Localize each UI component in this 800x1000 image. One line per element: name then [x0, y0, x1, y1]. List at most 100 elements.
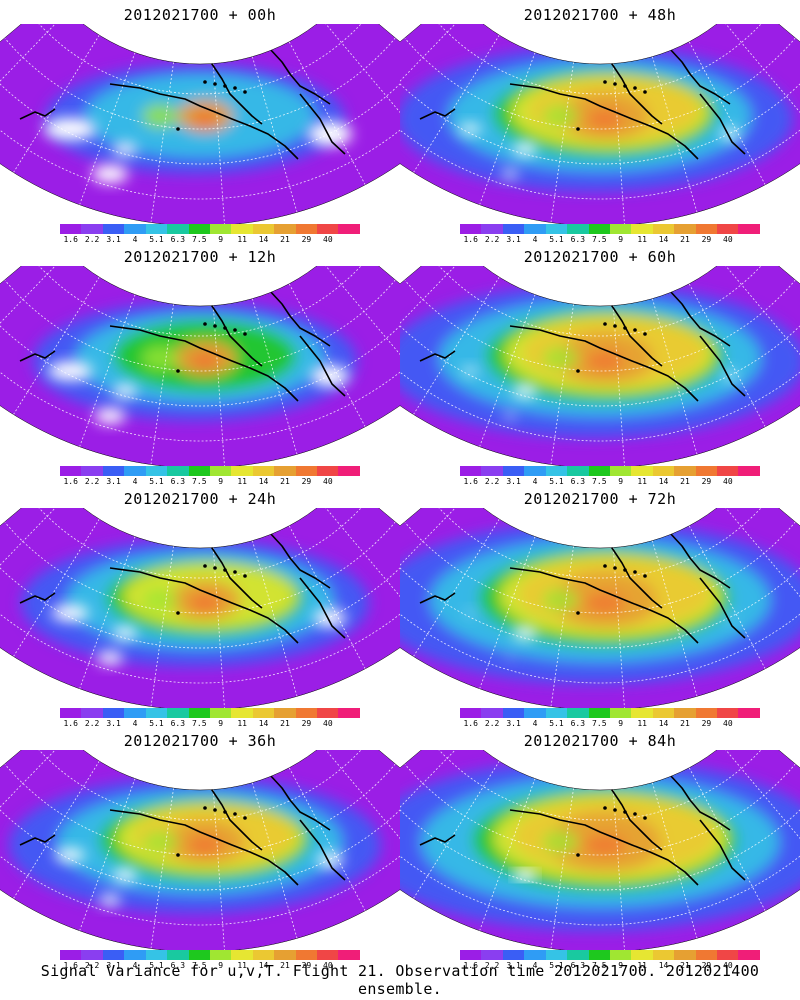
panel-title: 2012021700 + 60h — [523, 248, 677, 266]
colorbar-swatch — [231, 950, 253, 960]
colorbar-tick-label: 11 — [637, 961, 647, 970]
colorbar-swatch — [252, 466, 275, 476]
colorbar-labels: 1.6 2.2 3.1 4 5.1 6.3 7.5 9 11 14 21 29 40 — [460, 719, 760, 729]
colorbar-swatch — [609, 466, 632, 476]
colorbar-swatch — [209, 224, 232, 234]
colorbar-tick-label: 14 — [258, 719, 269, 728]
colorbar-swatch — [738, 466, 760, 476]
variance-field — [0, 750, 400, 950]
colorbar-tick-label: 7.5 — [192, 235, 207, 244]
colorbar-labels: 1.6 2.2 3.1 4 5.1 6.3 7.5 9 11 14 21 29 40 — [460, 477, 760, 487]
colorbar-swatch — [252, 950, 275, 960]
colorbar-tick-label: 5.1 — [149, 719, 164, 728]
colorbar-tick-label: 9 — [218, 235, 224, 244]
variance-map — [0, 750, 400, 950]
colorbar-tick-label: 11 — [637, 719, 647, 728]
colorbar-swatch — [481, 950, 503, 960]
colorbar-swatch — [652, 708, 675, 718]
colorbar-swatch — [481, 466, 503, 476]
colorbar-tick-label: 3.1 — [506, 961, 521, 970]
colorbar-tick-label: 14 — [658, 477, 669, 486]
colorbar-tick-label: 9 — [618, 477, 624, 486]
colorbar-tick-label: 21 — [280, 719, 290, 728]
colorbar-swatch — [209, 950, 232, 960]
colorbar-swatch — [717, 708, 739, 718]
colorbar-swatch — [674, 708, 696, 718]
colorbar-swatch — [274, 466, 296, 476]
colorbar-tick-label: 3.1 — [506, 719, 521, 728]
map-panel: 2012021700 + 60h 1.6 2.2 3.1 4 5.1 6.3 7.5 9 11 1… — [400, 242, 800, 486]
colorbar-tick-label: 14 — [258, 961, 269, 970]
colorbar-tick-label: 6.3 — [570, 235, 586, 244]
variance-field — [0, 266, 400, 466]
colorbar-labels: 1.6 2.2 3.1 4 5.1 6.3 7.5 9 11 14 21 29 40 — [60, 235, 360, 245]
colorbar-swatch — [81, 950, 103, 960]
colorbar-labels: 1.6 2.2 3.1 4 5.1 6.3 7.5 9 11 14 21 29 40 — [460, 235, 760, 245]
colorbar-tick-label: 40 — [323, 719, 333, 728]
colorbar-swatch — [631, 950, 653, 960]
colorbar-tick-label: 7.5 — [192, 961, 207, 970]
colorbar-tick-label: 14 — [658, 235, 669, 244]
map-panel: 2012021700 + 72h 1.6 2.2 3.1 4 5.1 6.3 7.5 9 11 1… — [400, 484, 800, 728]
colorbar-swatch — [567, 950, 589, 960]
colorbar-tick-label: 14 — [258, 235, 269, 244]
colorbar-tick-label: 11 — [637, 235, 647, 244]
colorbar-swatch — [81, 224, 103, 234]
colorbar-tick-label: 14 — [658, 961, 669, 970]
colorbar — [460, 466, 760, 476]
colorbar-tick-label: 40 — [323, 235, 333, 244]
colorbar-tick-label: 2.2 — [84, 961, 100, 970]
panel-title: 2012021700 + 24h — [123, 490, 277, 508]
colorbar-swatch — [502, 466, 525, 476]
colorbar-tick-label: 2.2 — [484, 235, 500, 244]
colorbar-swatch — [545, 466, 568, 476]
colorbar-swatch — [145, 708, 168, 718]
colorbar-swatch — [460, 466, 482, 476]
colorbar-tick-label: 4 — [132, 719, 138, 728]
colorbar-tick-label: 9 — [218, 961, 224, 970]
variance-field — [400, 750, 800, 950]
colorbar-swatch — [317, 708, 339, 718]
colorbar-swatch — [317, 224, 339, 234]
colorbar-tick-label: 5.1 — [549, 961, 564, 970]
colorbar-swatch — [167, 224, 189, 234]
colorbar — [460, 224, 760, 234]
colorbar-labels: 1.6 2.2 3.1 4 5.1 6.3 7.5 9 11 14 21 29 40 — [460, 961, 760, 971]
colorbar-swatch — [167, 950, 189, 960]
colorbar-tick-label: 40 — [723, 477, 733, 486]
colorbar-tick-label: 9 — [618, 961, 624, 970]
colorbar-tick-label: 6.3 — [170, 235, 186, 244]
colorbar-swatch — [338, 224, 360, 234]
colorbar-tick-label: 3.1 — [106, 719, 121, 728]
colorbar-swatch — [124, 950, 146, 960]
colorbar-swatch — [60, 708, 82, 718]
colorbar-tick-label: 7.5 — [592, 235, 607, 244]
colorbar-tick-label: 21 — [280, 961, 290, 970]
colorbar-tick-label: 3.1 — [106, 477, 121, 486]
colorbar — [60, 950, 360, 960]
colorbar-tick-label: 4 — [532, 961, 538, 970]
map-panel: 2012021700 + 36h 1.6 2.2 3.1 4 5.1 6.3 7.5 9 11 1… — [0, 726, 400, 970]
colorbar-swatch — [209, 466, 232, 476]
colorbar-tick-label: 40 — [723, 961, 733, 970]
colorbar-tick-label: 4 — [532, 477, 538, 486]
colorbar-tick-label: 4 — [532, 719, 538, 728]
colorbar-tick-label: 7.5 — [592, 719, 607, 728]
colorbar-tick-label: 14 — [658, 719, 669, 728]
colorbar-tick-label: 40 — [323, 477, 333, 486]
colorbar-swatch — [567, 466, 589, 476]
colorbar-swatch — [124, 224, 146, 234]
colorbar-swatch — [145, 466, 168, 476]
map-panel: 2012021700 + 24h 1.6 2.2 3.1 4 5.1 6.3 7.5 9 11 1… — [0, 484, 400, 728]
colorbar-swatch — [295, 950, 318, 960]
colorbar-tick-label: 21 — [680, 477, 690, 486]
colorbar-tick-label: 14 — [258, 477, 269, 486]
colorbar-tick-label: 29 — [701, 719, 712, 728]
colorbar-swatch — [481, 224, 503, 234]
colorbar-tick-label: 4 — [132, 477, 138, 486]
colorbar-tick-label: 7.5 — [192, 719, 207, 728]
colorbar-tick-label: 11 — [637, 477, 647, 486]
colorbar-swatch — [188, 466, 210, 476]
colorbar-tick-label: 29 — [301, 235, 312, 244]
colorbar-swatch — [738, 708, 760, 718]
